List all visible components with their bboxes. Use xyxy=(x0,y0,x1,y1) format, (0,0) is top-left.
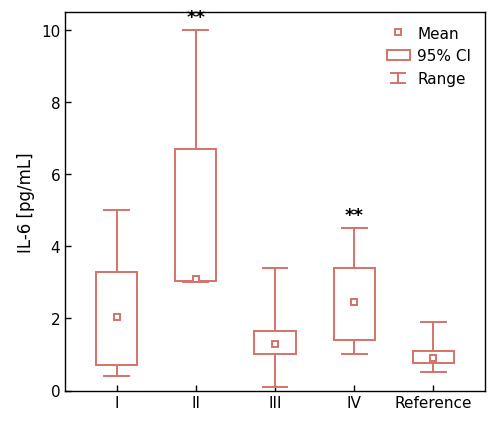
Bar xyxy=(334,268,375,340)
Bar xyxy=(96,272,137,365)
Text: **: ** xyxy=(186,9,206,26)
Text: **: ** xyxy=(344,207,364,224)
Bar xyxy=(413,351,454,364)
Bar xyxy=(175,150,216,281)
Legend: Mean, 95% CI, Range: Mean, 95% CI, Range xyxy=(380,21,478,93)
Bar xyxy=(254,331,296,355)
Y-axis label: IL-6 [pg/mL]: IL-6 [pg/mL] xyxy=(18,151,36,252)
